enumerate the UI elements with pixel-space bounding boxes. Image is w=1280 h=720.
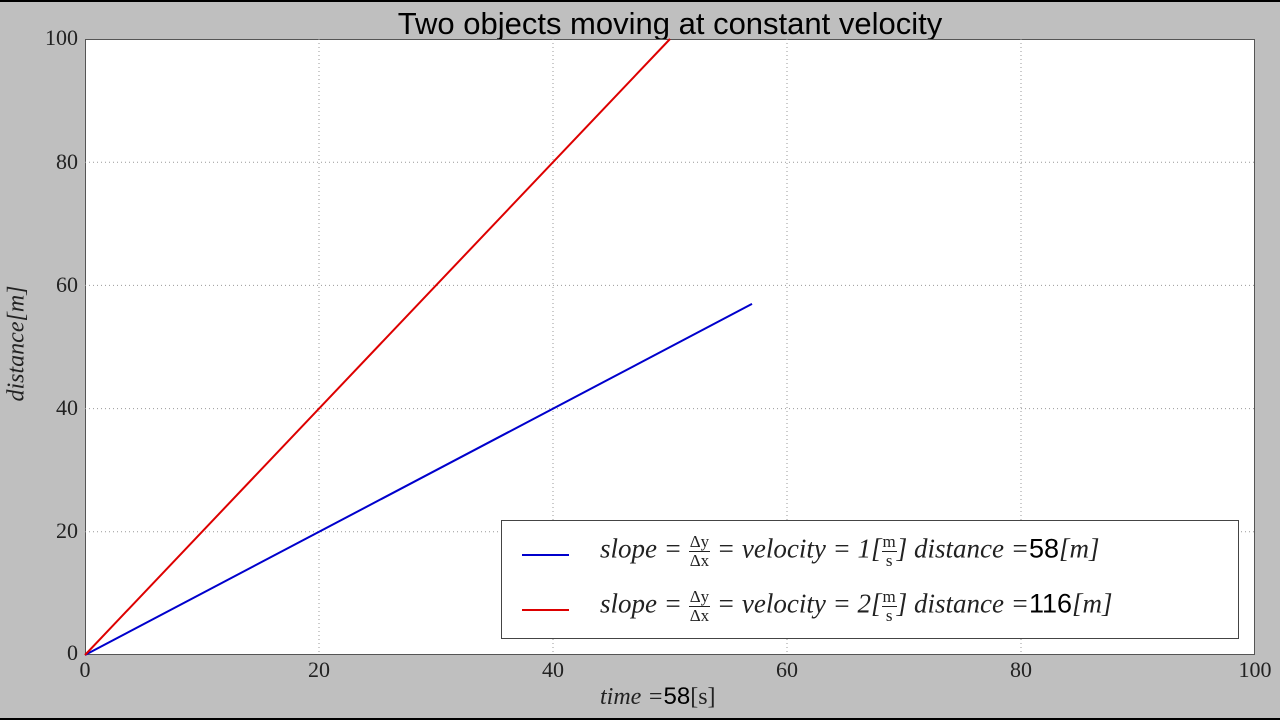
- xtick: 40: [542, 657, 564, 682]
- x-axis-label-unit: [s]: [690, 684, 716, 710]
- legend-swatch-red: [522, 609, 569, 611]
- frac-den: Δx: [689, 551, 710, 570]
- y-axis-label: distance[m]: [3, 285, 30, 402]
- legend-text: ] distance =: [896, 588, 1029, 619]
- legend-item-velocity-2: slope = Δy Δx = velocity = 2[m s] distance…: [502, 584, 1238, 634]
- fraction: Δy Δx: [688, 532, 711, 570]
- ytick: 0: [67, 640, 78, 665]
- legend-text: ] distance =: [896, 533, 1029, 564]
- xtick: 60: [776, 657, 798, 682]
- legend-value: 116: [1029, 588, 1073, 619]
- frac-den: s: [885, 551, 893, 570]
- legend-text: = velocity = 1[: [710, 533, 882, 564]
- legend-item-velocity-1: slope = Δy Δx = velocity = 1[m s] distance…: [502, 529, 1238, 579]
- frac-den: s: [885, 606, 893, 625]
- xtick: 100: [1238, 657, 1272, 682]
- legend-text: [m]: [1059, 533, 1100, 564]
- xtick: 0: [79, 657, 91, 682]
- legend-swatch-blue: [522, 554, 569, 556]
- series-velocity-1-line: [84, 303, 753, 656]
- frac-num: m: [881, 587, 897, 607]
- frac-num: Δy: [688, 587, 711, 607]
- frac-den: Δx: [689, 606, 710, 625]
- xtick: 20: [308, 657, 330, 682]
- ytick: 100: [45, 25, 78, 50]
- legend-value: 58: [1029, 533, 1060, 564]
- legend-text: = velocity = 2[: [710, 588, 882, 619]
- frac-num: Δy: [688, 532, 711, 552]
- legend-text: slope =: [600, 588, 689, 619]
- x-axis-label-value: 58: [663, 683, 691, 710]
- ytick: 40: [56, 395, 78, 420]
- legend-text: slope =: [600, 533, 689, 564]
- series-velocity-2-line: [84, 38, 671, 656]
- legend: slope = Δy Δx = velocity = 1[m s] distance…: [501, 520, 1239, 639]
- chart-title: Two objects moving at constant velocity: [397, 6, 943, 41]
- legend-label: slope = Δy Δx = velocity = 1[m s] distance…: [600, 533, 1100, 570]
- fraction: Δy Δx: [688, 587, 711, 625]
- ytick: 80: [56, 149, 78, 174]
- frac-num: m: [881, 532, 897, 552]
- legend-text: [m]: [1072, 588, 1113, 619]
- x-axis-label-prefix: time =: [600, 684, 664, 710]
- legend-label: slope = Δy Δx = velocity = 2[m s] distance…: [600, 588, 1113, 625]
- ytick: 20: [56, 518, 78, 543]
- xtick: 80: [1010, 657, 1032, 682]
- x-axis-label: time =58[s]: [600, 683, 716, 711]
- ytick: 60: [56, 272, 78, 297]
